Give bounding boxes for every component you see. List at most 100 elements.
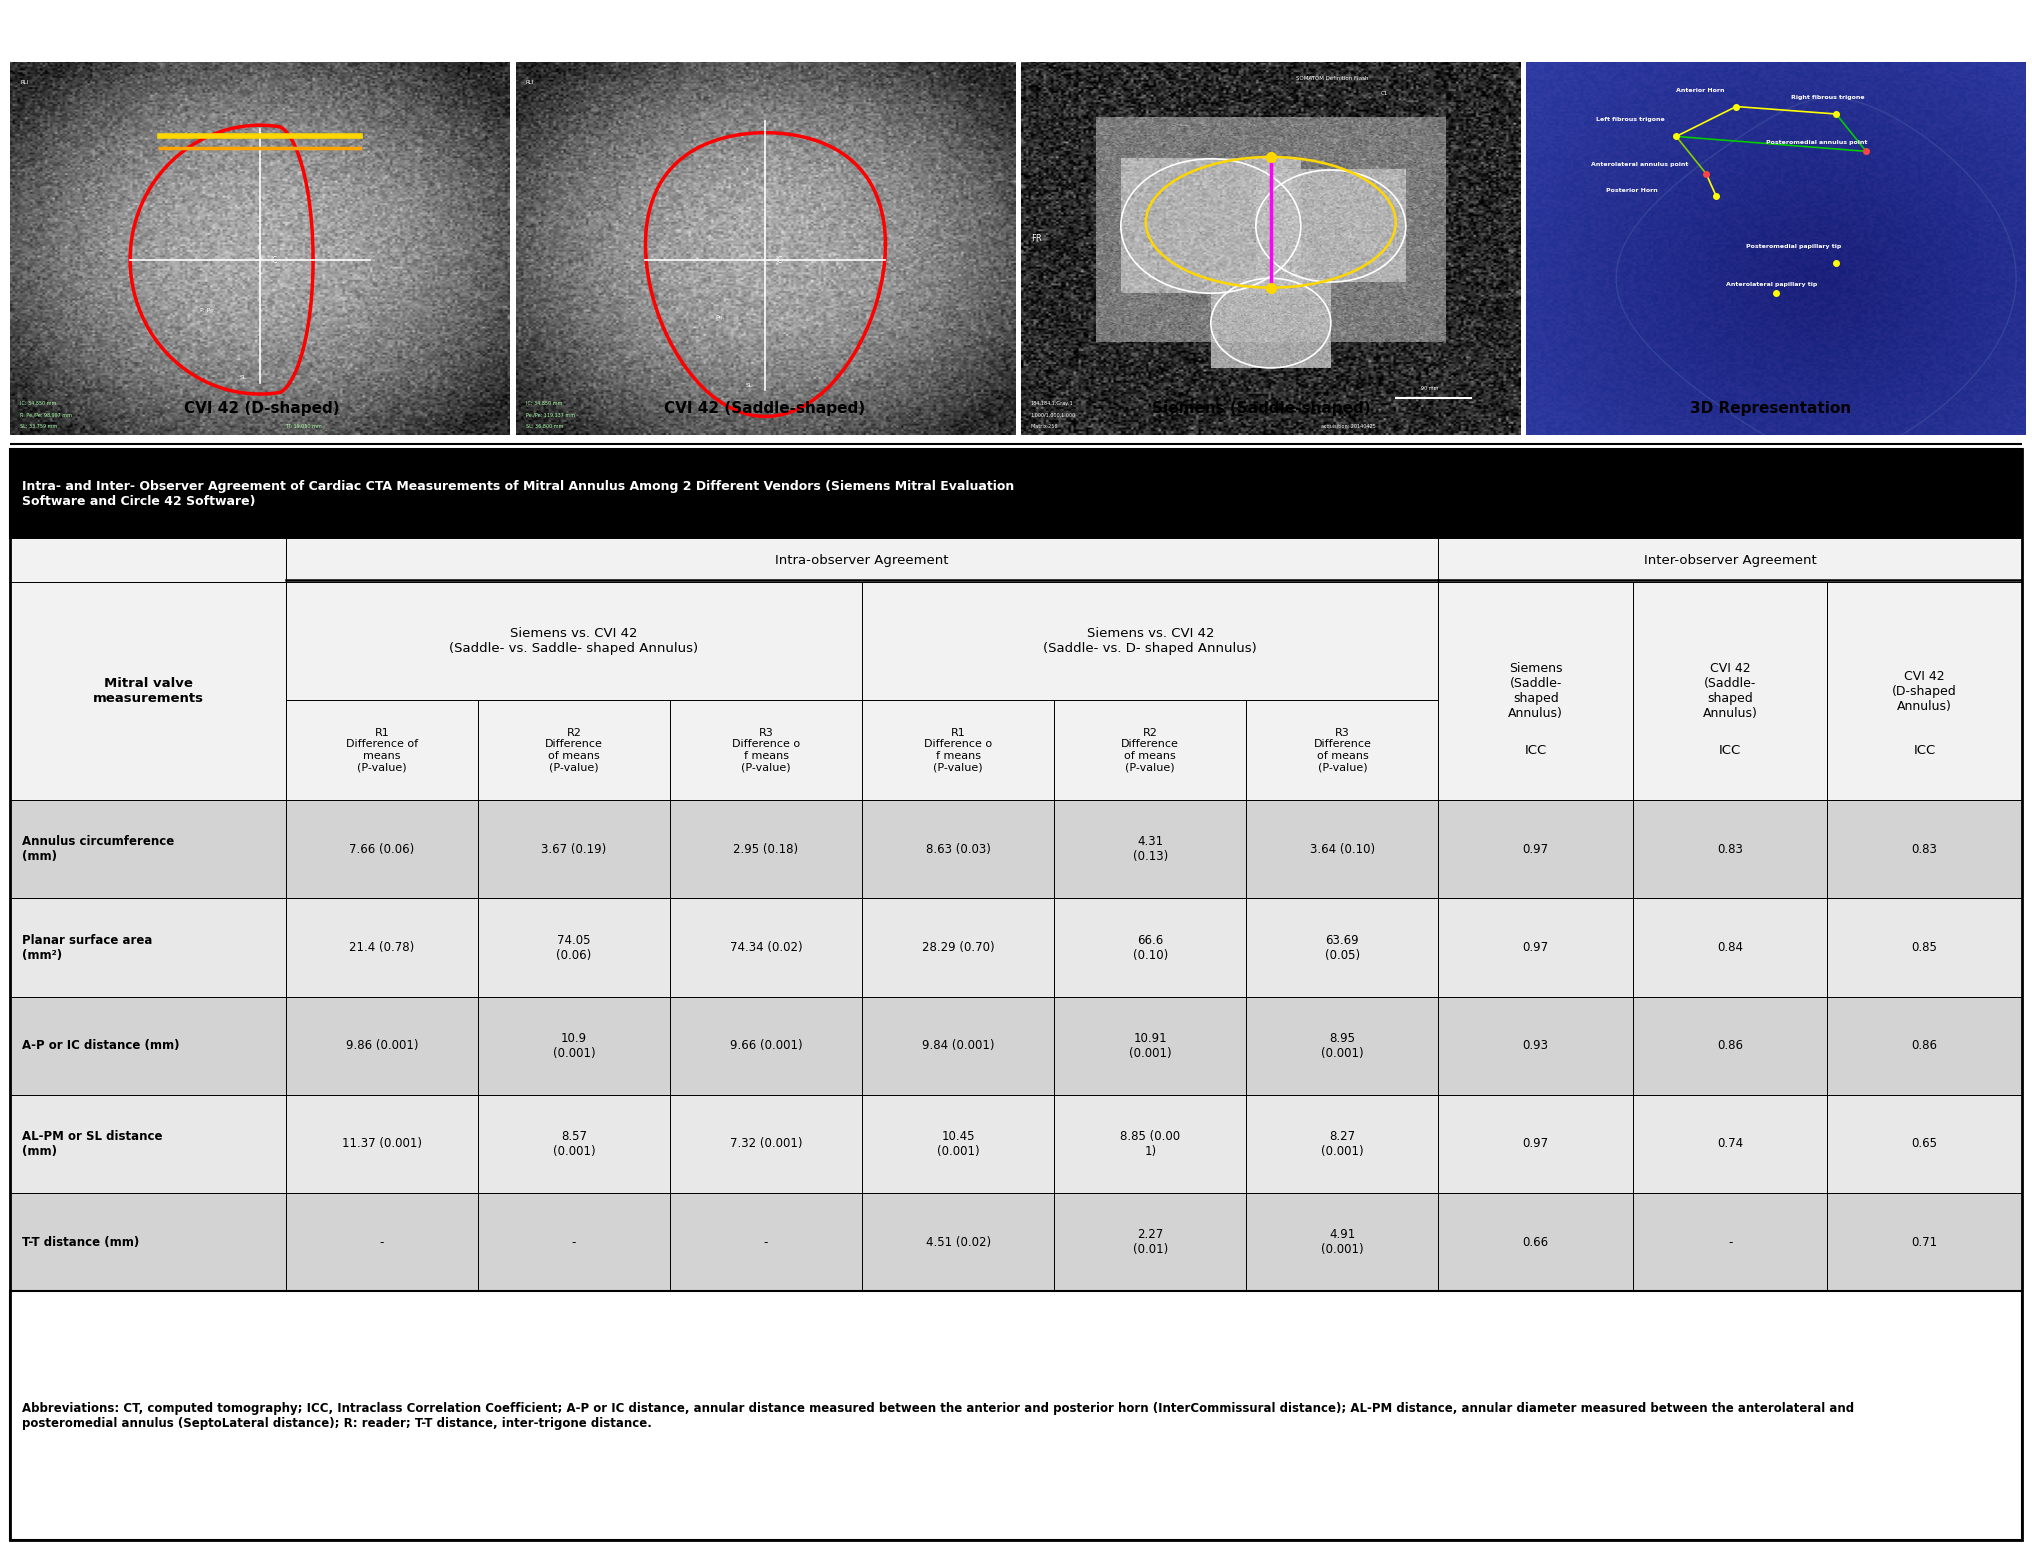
Bar [1827, 1096, 2022, 1193]
Bar [1439, 801, 1634, 898]
Text: 4.51 (0.02): 4.51 (0.02) [927, 1236, 992, 1248]
Text: IC: IC [270, 256, 278, 265]
Text: RLI: RLI [526, 80, 534, 85]
Text: acquisition: 20140425: acquisition: 20140425 [1321, 424, 1376, 429]
Bar [862, 801, 1055, 898]
Bar [1634, 997, 1827, 1096]
Text: Mitral valve
measurements: Mitral valve measurements [93, 677, 203, 705]
Text: 10.45
(0.001): 10.45 (0.001) [937, 1129, 979, 1157]
Text: Matrix 256: Matrix 256 [1030, 424, 1057, 429]
Bar [1055, 1193, 1246, 1291]
Bar [1246, 1096, 1439, 1193]
Bar [1246, 898, 1439, 997]
Text: 8.85 (0.00
1): 8.85 (0.00 1) [1120, 1129, 1181, 1157]
Bar [862, 1193, 1055, 1291]
Bar [1439, 1096, 1634, 1193]
Text: TT: 19,050 mm: TT: 19,050 mm [284, 424, 321, 429]
Text: Abbreviations: CT, computed tomography; ICC, Intraclass Correlation Coefficient;: Abbreviations: CT, computed tomography; … [22, 1401, 1855, 1429]
Bar [1439, 582, 1634, 801]
Bar [1246, 801, 1439, 898]
Bar [671, 801, 862, 898]
Bar [1055, 898, 1246, 997]
Bar [671, 701, 862, 801]
Bar [1439, 539, 2022, 582]
Bar [671, 997, 862, 1096]
Text: Anterior Horn: Anterior Horn [1676, 88, 1725, 93]
Text: -: - [380, 1236, 384, 1248]
Text: 10.91
(0.001): 10.91 (0.001) [1130, 1032, 1172, 1060]
Text: 0.84: 0.84 [1717, 941, 1743, 954]
Text: SL: 36,800 mm: SL: 36,800 mm [526, 424, 563, 429]
Text: Anterolateral annulus point: Anterolateral annulus point [1591, 162, 1689, 167]
Text: 0.83: 0.83 [1717, 842, 1743, 856]
Text: 8.27
(0.001): 8.27 (0.001) [1321, 1129, 1363, 1157]
Text: SL: SL [746, 383, 752, 387]
Text: CVI 42
(D-shaped
Annulus): CVI 42 (D-shaped Annulus) [1892, 670, 1957, 713]
Bar [671, 1193, 862, 1291]
Bar [287, 701, 478, 801]
Text: -: - [1727, 1236, 1733, 1248]
Bar [862, 701, 1055, 801]
Text: Posterior Horn: Posterior Horn [1605, 188, 1658, 193]
Text: 184,184,1,Gray,1: 184,184,1,Gray,1 [1030, 401, 1073, 406]
Text: 0.86: 0.86 [1912, 1040, 1939, 1052]
Text: ICC: ICC [1524, 744, 1546, 756]
Text: SL: 33,759 mm: SL: 33,759 mm [20, 424, 57, 429]
Bar [287, 997, 478, 1096]
Text: 3.64 (0.10): 3.64 (0.10) [1311, 842, 1376, 856]
Text: 0.65: 0.65 [1912, 1137, 1939, 1151]
Text: 66.6
(0.10): 66.6 (0.10) [1132, 934, 1168, 961]
Bar [287, 539, 1439, 582]
Bar [1634, 582, 1827, 801]
Text: -: - [571, 1236, 577, 1248]
Bar [1055, 701, 1246, 801]
Text: R2
Difference
of means
(P-value): R2 Difference of means (P-value) [545, 728, 604, 773]
Text: FR: FR [1030, 235, 1042, 242]
Text: 8.57
(0.001): 8.57 (0.001) [553, 1129, 595, 1157]
Text: 0.93: 0.93 [1522, 1040, 1548, 1052]
Bar [287, 1193, 478, 1291]
Bar [1246, 1193, 1439, 1291]
Bar [10, 449, 2022, 539]
Bar [1634, 1193, 1827, 1291]
Text: SOMATOM Definition Flash: SOMATOM Definition Flash [1296, 77, 1368, 82]
Text: 1.000/1.000,1.000: 1.000/1.000,1.000 [1030, 412, 1077, 418]
Text: 8.63 (0.03): 8.63 (0.03) [927, 842, 992, 856]
Bar [10, 997, 287, 1096]
Text: 7.32 (0.001): 7.32 (0.001) [729, 1137, 803, 1151]
Bar [1246, 997, 1439, 1096]
Bar [10, 1096, 287, 1193]
Bar [1439, 997, 1634, 1096]
Text: P. Pe.: P. Pe. [199, 309, 215, 313]
Text: 90 mm: 90 mm [1420, 386, 1439, 392]
Text: 63.69
(0.05): 63.69 (0.05) [1325, 934, 1359, 961]
Text: 0.71: 0.71 [1912, 1236, 1939, 1248]
Bar [10, 582, 287, 801]
Text: ICC: ICC [1719, 744, 1741, 756]
Bar [1634, 1096, 1827, 1193]
Text: -: - [764, 1236, 768, 1248]
Text: CVI 42 (D-shaped): CVI 42 (D-shaped) [183, 401, 339, 417]
Bar [862, 582, 1439, 701]
Bar [862, 898, 1055, 997]
Text: R1
Difference of
means
(P-value): R1 Difference of means (P-value) [345, 728, 419, 773]
Text: IC: 34,850 mm: IC: 34,850 mm [526, 401, 563, 406]
Bar [671, 1096, 862, 1193]
Text: R2
Difference
of means
(P-value): R2 Difference of means (P-value) [1122, 728, 1179, 773]
Bar [10, 801, 287, 898]
Bar [862, 1096, 1055, 1193]
Bar [478, 1193, 671, 1291]
Text: 8.95
(0.001): 8.95 (0.001) [1321, 1032, 1363, 1060]
Text: R. Pe./Pe: 98,997 mm: R. Pe./Pe: 98,997 mm [20, 412, 73, 418]
Text: Right fibrous trigone: Right fibrous trigone [1790, 96, 1865, 100]
Text: Anterolateral papillary tip: Anterolateral papillary tip [1725, 282, 1817, 287]
Text: CVI 42 (Saddle-shaped): CVI 42 (Saddle-shaped) [664, 401, 866, 417]
Bar [1055, 997, 1246, 1096]
Bar [478, 1096, 671, 1193]
Text: IC: 34,850 mm: IC: 34,850 mm [20, 401, 57, 406]
Bar [1055, 801, 1246, 898]
Text: 28.29 (0.70): 28.29 (0.70) [923, 941, 994, 954]
Bar [1246, 701, 1439, 801]
Text: 11.37 (0.001): 11.37 (0.001) [341, 1137, 423, 1151]
Bar [1439, 1193, 1634, 1291]
